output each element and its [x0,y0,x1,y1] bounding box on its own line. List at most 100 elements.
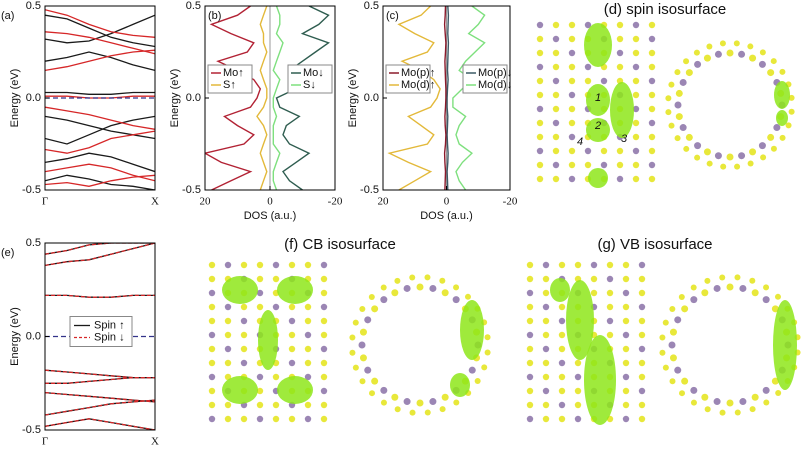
atom [747,160,754,167]
atom [638,275,646,283]
atom [749,148,757,156]
atom [568,175,576,183]
atom [558,387,566,395]
atom [536,119,544,127]
band-line [45,14,155,48]
atom [542,345,550,353]
atom [622,289,630,297]
atom [542,331,550,339]
legend-box [462,64,508,94]
atom [558,415,566,423]
atom [648,63,656,71]
atom [606,289,614,297]
atom [616,161,624,169]
atom [320,345,328,353]
atom [584,161,592,169]
atom [749,54,757,62]
isosurface-blob [566,280,594,360]
atom [474,378,481,385]
x-tick-label: Γ [42,196,48,208]
atom [464,293,471,300]
atom [349,349,356,356]
atom [380,284,387,291]
atom [590,275,598,283]
atom [622,275,630,283]
atom [616,147,624,155]
atom [738,50,746,58]
atom [568,21,576,29]
atom [767,69,775,77]
atom [256,289,264,297]
atom [788,108,795,115]
atom [747,43,754,50]
atom [320,401,328,409]
site-marker: 1 [595,92,601,104]
atom [288,261,296,269]
legend-label: Mo(p)↓ [478,67,512,79]
atom [371,305,379,313]
site-marker: 4 [577,136,583,148]
atom [771,305,779,313]
atom [558,303,566,311]
atom [606,275,614,283]
atom [638,317,646,325]
band-line [45,115,155,140]
atom [662,364,669,371]
atom [526,317,534,325]
atom [683,58,690,65]
atom [240,415,248,423]
atom [240,261,248,269]
atom [526,415,534,423]
atom [526,359,534,367]
panel-label: (e) [1,247,14,259]
atom [648,133,656,141]
atom [526,289,534,297]
atom [542,275,550,283]
band-line [45,152,155,173]
atom [622,359,630,367]
x-tick-label: -20 [503,196,518,208]
atom [632,77,640,85]
atom [690,399,697,406]
atom [632,119,640,127]
atom [704,277,711,284]
atom [224,317,232,325]
atom [568,133,576,141]
atom [542,373,550,381]
atom [675,113,683,121]
atom [669,354,677,362]
atom [693,49,700,56]
atom [704,406,711,413]
plot-frame [204,5,336,191]
atom [713,398,721,406]
atom [542,303,550,311]
band-line [45,95,155,99]
atom [632,175,640,183]
atom [380,386,388,394]
atom [785,122,792,129]
atom [468,366,476,374]
atom [368,294,375,301]
y-tick-label: 0.5 [186,0,201,12]
atom [638,303,646,311]
image-title: (d) spin isosurface [604,1,727,18]
atom [439,277,446,284]
atom [638,415,646,423]
x-axis-title: DOS (a.u.) [420,210,473,222]
atom [606,331,614,339]
atom [542,261,550,269]
atom [558,359,566,367]
plot-frame [44,242,156,431]
atom [701,393,709,401]
atom [674,135,681,142]
atom [751,289,759,297]
atom [662,319,669,326]
atom [606,261,614,269]
atom [706,160,713,167]
atom [320,373,328,381]
atom [526,331,534,339]
atom [224,331,232,339]
atom [675,89,683,97]
atom [668,341,676,349]
atom [439,406,446,413]
